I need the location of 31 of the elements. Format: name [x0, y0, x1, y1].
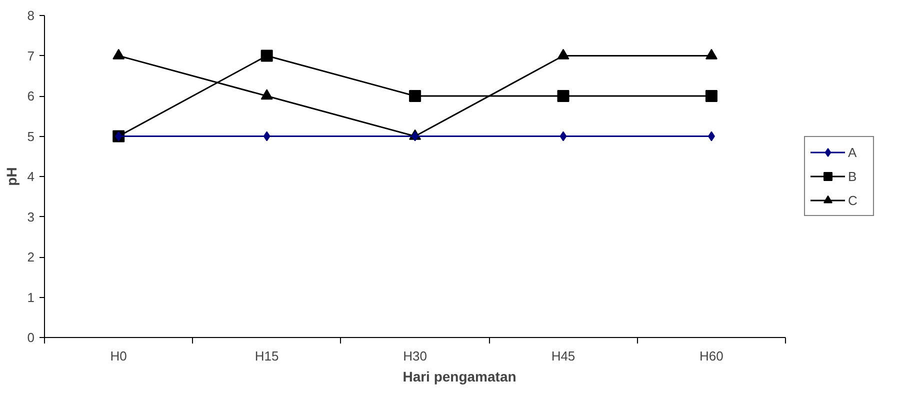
y-tick-label: 1	[27, 290, 35, 305]
point	[560, 131, 567, 142]
point	[412, 131, 419, 142]
point	[708, 131, 715, 142]
point	[409, 90, 422, 102]
x-tick-label: H15	[254, 348, 279, 364]
point	[112, 48, 125, 60]
point	[260, 89, 273, 100]
x-tick-label: H30	[403, 348, 427, 364]
y-tick-label: 3	[27, 209, 35, 224]
y-tick-label: 2	[27, 250, 35, 264]
point	[705, 48, 718, 60]
point	[115, 131, 122, 142]
legend-label: B	[848, 168, 858, 184]
x-tick-label: H0	[110, 348, 127, 364]
legend-label: C	[848, 192, 858, 208]
y-axis-title: pH	[3, 167, 20, 186]
y-tick-label: 8	[27, 8, 35, 23]
y-tick-label: 5	[27, 128, 35, 144]
x-tick-label: H45	[551, 348, 576, 364]
point	[263, 131, 270, 142]
point	[557, 48, 570, 60]
y-tick-label: 7	[27, 48, 35, 64]
y-tick-label: 6	[27, 88, 35, 104]
legend-label: A	[848, 144, 858, 160]
y-tick-label: 0	[27, 330, 35, 345]
x-axis-title: Hari pengamatan	[402, 368, 516, 384]
x-tick-label: H60	[700, 348, 724, 364]
y-tick-label: 4	[27, 169, 35, 184]
point	[557, 90, 570, 102]
point	[705, 90, 718, 102]
